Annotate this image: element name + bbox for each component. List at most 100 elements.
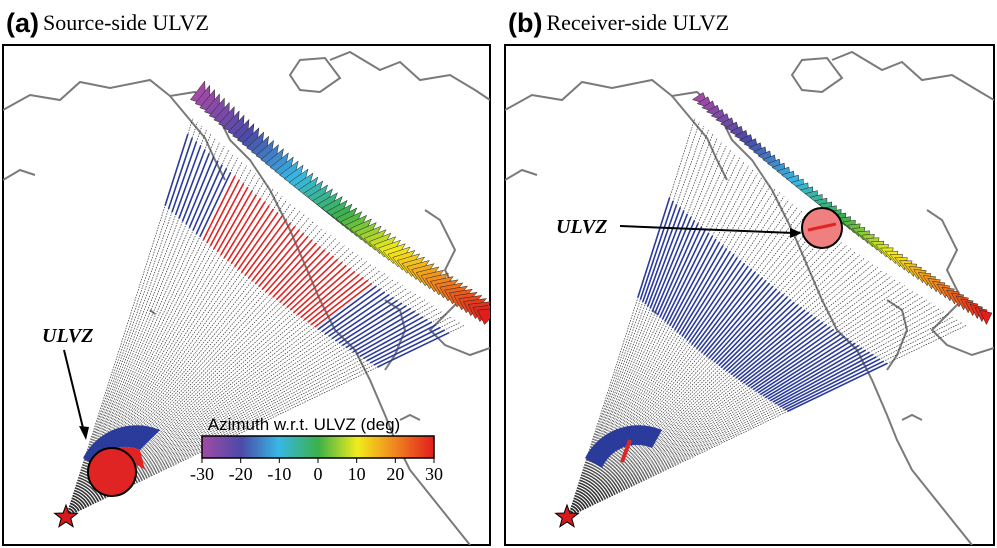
ray-highlight: [772, 349, 867, 403]
ray-highlight: [752, 331, 838, 391]
ray-path: [567, 296, 923, 518]
ray-path: [567, 206, 798, 518]
ray-highlight: [782, 358, 881, 410]
ray-highlight: [696, 271, 756, 350]
ray-path: [567, 288, 910, 518]
panel-a-arrow-shaft: [63, 349, 85, 433]
ray-path: [65, 217, 310, 518]
ray-highlight: [762, 340, 852, 397]
ray-highlight: [286, 258, 339, 309]
ray-highlight: [247, 222, 292, 279]
ray-highlight: [303, 273, 360, 321]
panel-a-title: (a) Source-side ULVZ: [6, 6, 209, 40]
ray-highlight: [691, 265, 749, 346]
ray-highlight: [331, 296, 394, 340]
panel-a-ulvz-circle: [87, 447, 137, 497]
ray-highlight: [703, 280, 767, 355]
ray-highlight: [710, 288, 778, 361]
ray-path: [567, 251, 856, 518]
ray-highlight: [787, 362, 888, 413]
ray-highlight: [659, 226, 703, 318]
ray-highlight: [251, 225, 296, 282]
panel-a-receivers: [190, 80, 490, 325]
colorbar-gradient: [201, 435, 435, 459]
ray-path: [567, 299, 928, 518]
ray-highlight: [644, 207, 682, 305]
ray-highlight: [338, 302, 403, 344]
ray-highlight: [209, 183, 245, 247]
ray-highlight: [678, 250, 731, 335]
ray-highlight: [275, 249, 326, 301]
ray-highlight: [649, 213, 689, 309]
ray-path: [567, 264, 874, 518]
ray-highlight: [713, 291, 781, 363]
ray-path: [567, 273, 887, 518]
ray-highlight: [293, 264, 347, 314]
colorbar-tick-label: 0: [314, 464, 323, 484]
ray-highlight: [666, 235, 714, 325]
ray-highlight: [730, 309, 806, 376]
ray-highlight: [757, 335, 845, 394]
ray-highlight: [669, 238, 717, 327]
ray-highlight: [693, 268, 753, 348]
ray-highlight: [750, 328, 835, 389]
ray-highlight: [254, 229, 300, 285]
ray-highlight: [359, 318, 429, 358]
panel-b-source-blue-region: [585, 425, 662, 468]
ray-path: [567, 321, 963, 518]
panel-b-ray-highlights: [637, 197, 888, 413]
panel-b-map: ULVZ: [504, 44, 995, 546]
ray-path: [567, 234, 834, 518]
ray-highlight: [345, 307, 411, 349]
ray-path: [567, 316, 954, 518]
ray-path: [567, 231, 830, 518]
ray-highlight: [223, 197, 262, 259]
ray-highlight: [181, 152, 211, 222]
ray-highlight: [279, 252, 330, 303]
ray-highlight: [764, 342, 856, 399]
panel-a-ulvz-label: ULVZ: [42, 325, 93, 347]
ray-highlight: [226, 201, 266, 262]
ray-highlight: [355, 315, 424, 355]
panel-b-caption: Receiver-side ULVZ: [546, 10, 730, 35]
ray-highlight: [272, 245, 322, 298]
panel-b-source-red-rays: [620, 439, 632, 463]
ray-highlight: [681, 253, 735, 337]
star-icon: [53, 503, 79, 528]
ray-path: [65, 273, 385, 518]
ray-highlight: [767, 344, 860, 400]
ray-highlight: [671, 241, 721, 329]
panel-b-coastline: [505, 50, 994, 545]
ray-highlight: [725, 304, 799, 372]
ray-highlight: [676, 247, 728, 333]
ray-highlight: [673, 244, 724, 331]
ray-highlight: [178, 149, 206, 219]
ray-highlight: [686, 259, 742, 341]
colorbar-tick-label: 10: [348, 464, 366, 484]
ray-highlight: [651, 216, 692, 312]
ray-path: [567, 260, 870, 518]
ray-highlight: [362, 321, 433, 360]
ray-path: [567, 305, 936, 518]
ray-highlight: [192, 164, 223, 232]
ray-highlight: [342, 305, 407, 347]
ray-path: [567, 149, 731, 518]
ray-path: [567, 214, 807, 518]
ray-path: [567, 195, 785, 518]
ray-highlight: [300, 270, 356, 319]
ray-highlight: [779, 356, 877, 408]
ray-highlight: [728, 306, 803, 374]
ray-highlight: [174, 145, 202, 216]
ray-highlight: [188, 160, 219, 228]
ray-path: [65, 296, 421, 518]
ray-highlight: [213, 186, 249, 250]
ray-highlight: [755, 333, 842, 392]
ray-highlight: [348, 310, 416, 351]
ray-highlight: [321, 288, 382, 333]
ray-highlight: [737, 316, 817, 381]
colorbar-title: Azimuth w.r.t. ULVZ (deg): [208, 415, 400, 434]
ray-highlight: [718, 296, 788, 367]
ray-highlight: [735, 314, 813, 379]
ray-highlight: [314, 282, 373, 328]
